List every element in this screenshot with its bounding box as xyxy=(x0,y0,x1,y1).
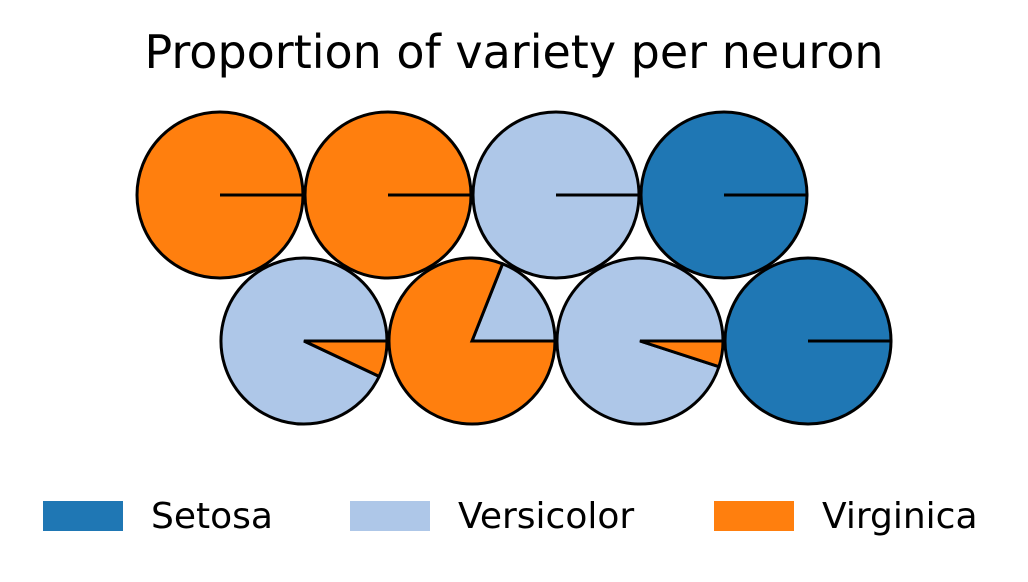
pie-wedge-versicolor xyxy=(471,110,641,280)
neuron-pie xyxy=(639,110,809,280)
pie-wedge-versicolor xyxy=(469,261,557,343)
legend: Setosa Versicolor Virginica xyxy=(0,492,1028,542)
neuron-pie xyxy=(387,256,557,426)
pie-wedge-virginica xyxy=(387,256,557,426)
pie-wedge-virginica xyxy=(639,339,725,369)
neuron-pie xyxy=(219,256,389,426)
legend-label-virginica: Virginica xyxy=(822,496,978,537)
neuron-pie xyxy=(135,110,305,280)
pie-wedge-virginica xyxy=(135,110,305,280)
pie-wedge-setosa xyxy=(639,110,809,280)
pie-wedge-setosa xyxy=(723,256,893,426)
neuron-pie xyxy=(303,110,473,280)
pie-wedge-virginica xyxy=(303,339,389,379)
legend-label-setosa: Setosa xyxy=(151,496,273,537)
neuron-pie xyxy=(471,110,641,280)
legend-swatch-virginica xyxy=(714,501,794,531)
neuron-pie xyxy=(555,256,725,426)
neuron-pie xyxy=(723,256,893,426)
pie-wedge-virginica xyxy=(303,110,473,280)
legend-label-versicolor: Versicolor xyxy=(458,496,635,537)
legend-swatch-versicolor xyxy=(350,501,430,531)
chart-title: Proportion of variety per neuron xyxy=(144,25,884,79)
legend-swatch-setosa xyxy=(43,501,123,531)
